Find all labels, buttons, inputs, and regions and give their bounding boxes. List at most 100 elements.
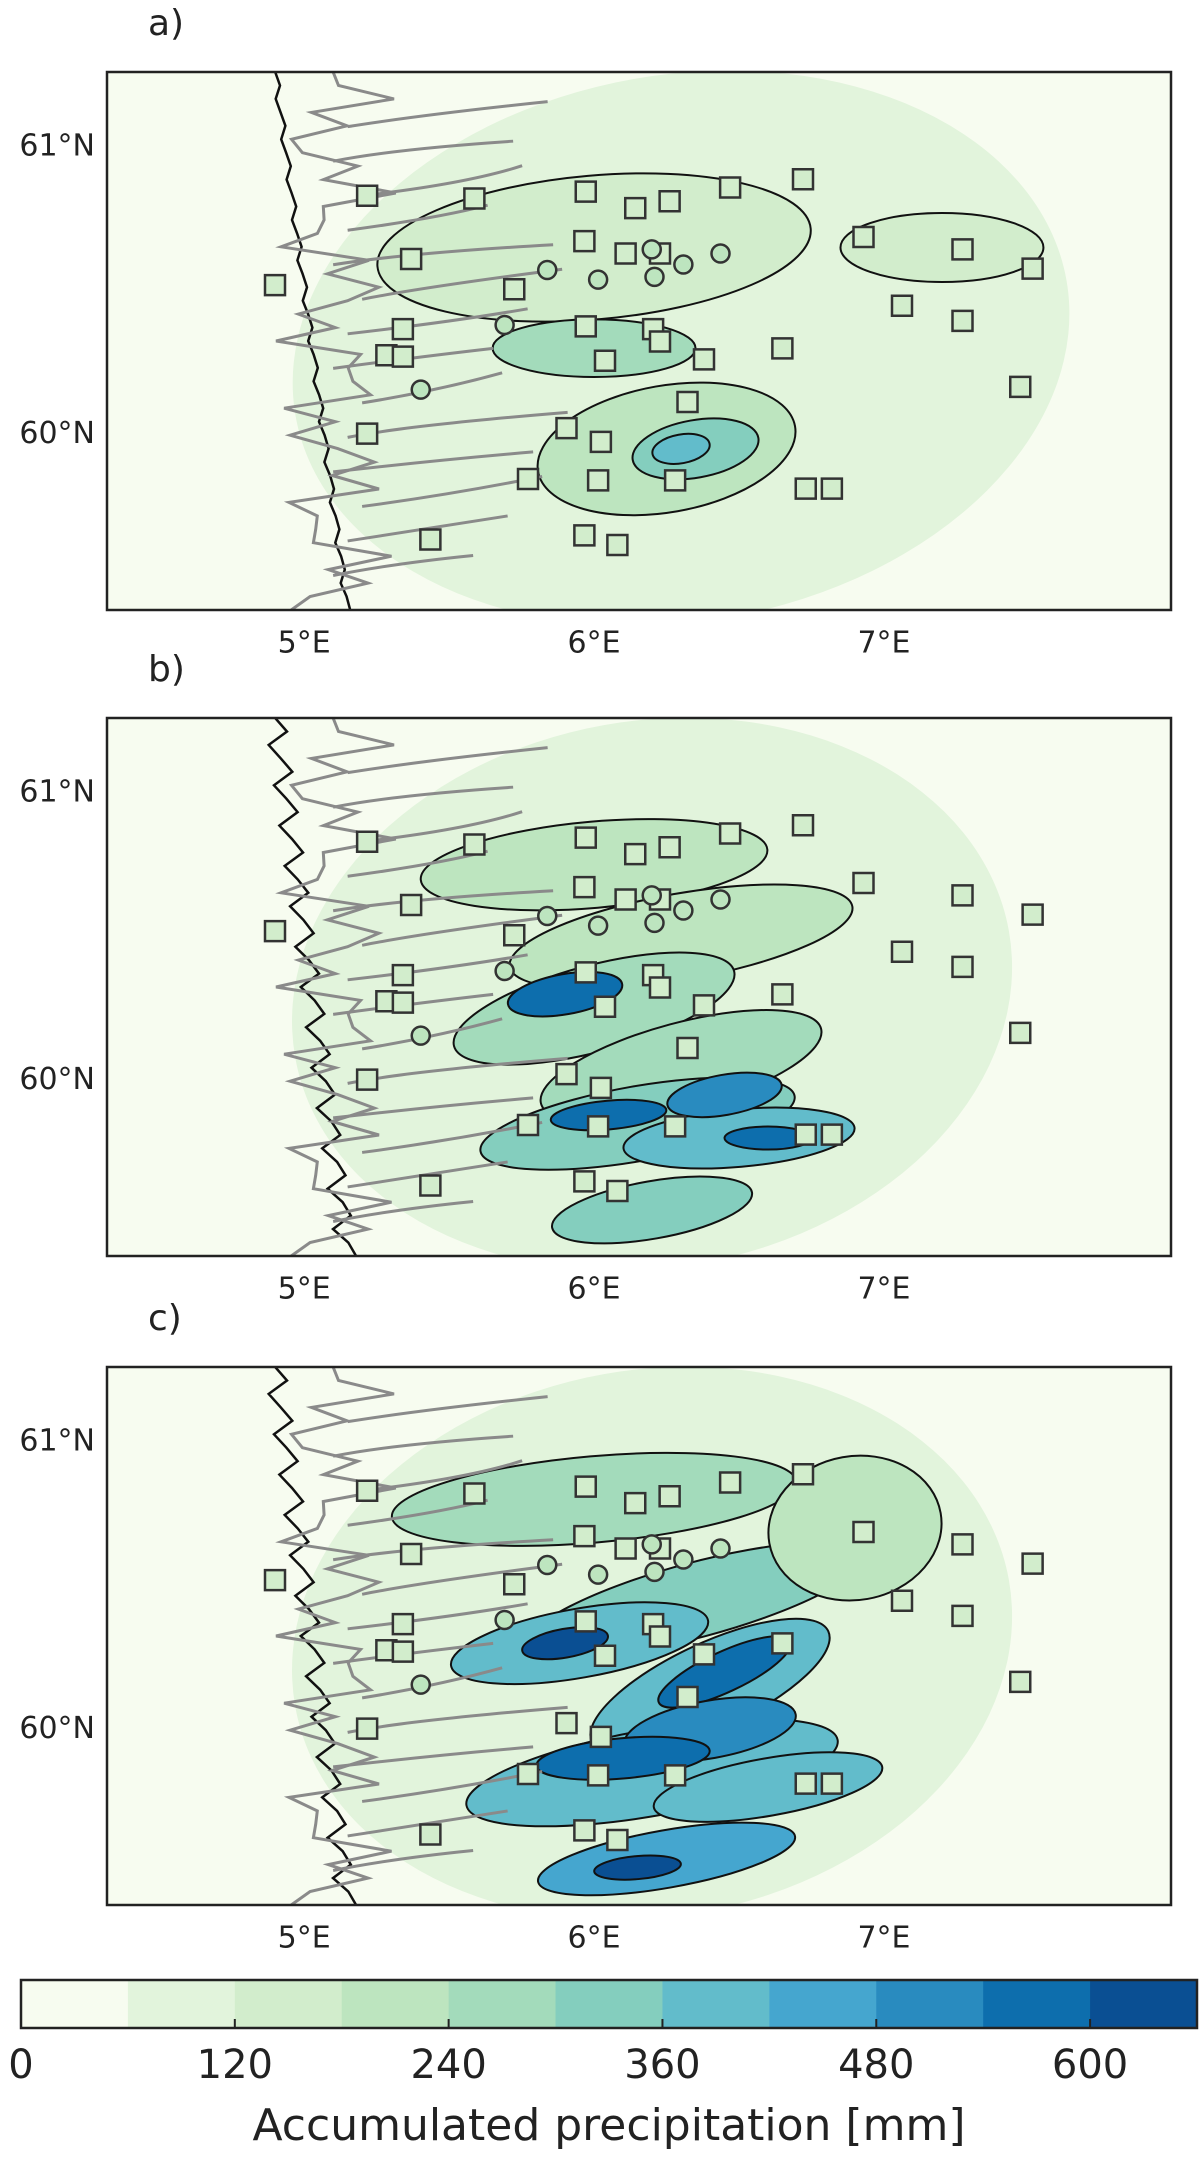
station-square — [593, 1644, 617, 1667]
station-square — [771, 337, 794, 360]
station-circle — [587, 269, 609, 290]
fjord — [347, 1602, 528, 1631]
fjord — [332, 139, 514, 163]
station-circle — [641, 239, 662, 260]
station-circle — [644, 1561, 665, 1583]
station-square — [951, 1604, 974, 1628]
fjord — [347, 746, 548, 775]
station-circle — [494, 960, 515, 982]
station-circle — [410, 1674, 431, 1695]
station-circle — [644, 912, 665, 934]
station-square — [555, 416, 578, 440]
station-square — [391, 963, 415, 987]
station-square — [658, 1485, 681, 1508]
station-square — [574, 826, 597, 849]
station-circle — [494, 314, 515, 336]
station-square — [951, 1533, 974, 1556]
map-frame — [105, 716, 1173, 1258]
fjord — [332, 450, 534, 474]
fjord — [361, 371, 503, 405]
fjord — [347, 100, 548, 129]
y-tick-label: 61°N — [19, 128, 95, 163]
fjord — [361, 164, 523, 198]
station-circle — [537, 259, 558, 281]
station-square — [573, 875, 596, 899]
colorbar-label: Accumulated precipitation [mm] — [252, 2100, 965, 2151]
station-square — [648, 976, 672, 999]
station-square — [391, 1640, 415, 1663]
station-square — [614, 888, 637, 911]
fjord — [361, 1017, 503, 1051]
station-circle — [641, 885, 662, 906]
station-square — [890, 940, 914, 963]
precip-area — [521, 1626, 609, 1661]
station-square — [573, 229, 596, 253]
colorbar-tick-label: 600 — [1052, 2042, 1128, 2088]
station-circle — [673, 900, 694, 921]
colorbar-bin — [448, 1980, 557, 2028]
map-content — [107, 718, 1171, 1256]
fjord — [361, 1666, 503, 1700]
map-frame — [105, 70, 1173, 612]
station-square — [676, 1685, 699, 1709]
colorbar-bin — [341, 1980, 450, 2028]
fjord — [332, 1848, 474, 1872]
station-square — [355, 422, 379, 445]
map-panel: c) 5°E 6°E 7°E 60°N 61°N — [19, 1298, 1173, 1956]
colorbar-bin — [662, 1980, 770, 2028]
station-square — [1021, 903, 1044, 926]
precip-area — [593, 1854, 682, 1881]
colorbar-bin — [234, 1980, 343, 2028]
fjord — [361, 1562, 563, 1596]
station-square — [1009, 1021, 1032, 1045]
station-square — [463, 1482, 486, 1505]
colorbar-bin — [127, 1980, 236, 2028]
station-square — [791, 814, 815, 837]
station-square — [355, 184, 379, 207]
station-square — [1021, 1552, 1044, 1575]
station-square — [263, 919, 287, 943]
station-circle — [641, 1534, 662, 1555]
station-square — [852, 1520, 875, 1544]
x-tick-label: 6°E — [568, 1272, 621, 1307]
station-square — [951, 309, 974, 333]
station-square — [355, 1717, 379, 1740]
station-square — [794, 1123, 817, 1146]
station-square — [820, 1772, 844, 1795]
station-square — [593, 995, 617, 1018]
station-circle — [410, 1025, 431, 1046]
colorbar-bin — [876, 1980, 984, 2028]
station-circle — [537, 905, 558, 927]
station-square — [606, 533, 629, 557]
fjord — [332, 1096, 534, 1120]
station-square — [718, 1471, 742, 1494]
station-square — [794, 1772, 817, 1795]
colorbar-tick-label: 480 — [838, 2042, 914, 2088]
colorbar-tick-label: 240 — [410, 2042, 486, 2088]
colorbar-tick-label: 0 — [8, 2042, 33, 2088]
contour-line — [266, 718, 358, 1256]
station-circle — [644, 266, 665, 288]
precip-area — [549, 1098, 668, 1132]
fjord — [332, 553, 474, 577]
station-circle — [410, 379, 431, 400]
station-square — [951, 238, 974, 261]
station-square — [419, 528, 442, 551]
fjord — [332, 1434, 514, 1458]
station-square — [852, 225, 875, 249]
station-square — [574, 1610, 597, 1633]
station-square — [574, 961, 597, 984]
station-square — [419, 1823, 442, 1846]
station-circle — [537, 1554, 558, 1576]
station-square — [589, 1076, 613, 1100]
station-square — [399, 893, 423, 917]
station-square — [663, 469, 687, 492]
colorbar-bin — [1090, 1980, 1198, 2028]
station-circle — [710, 243, 731, 264]
station-circle — [587, 915, 609, 936]
map-content — [107, 1367, 1171, 1905]
station-square — [676, 1036, 699, 1060]
station-square — [606, 1828, 629, 1852]
station-square — [555, 1062, 578, 1086]
